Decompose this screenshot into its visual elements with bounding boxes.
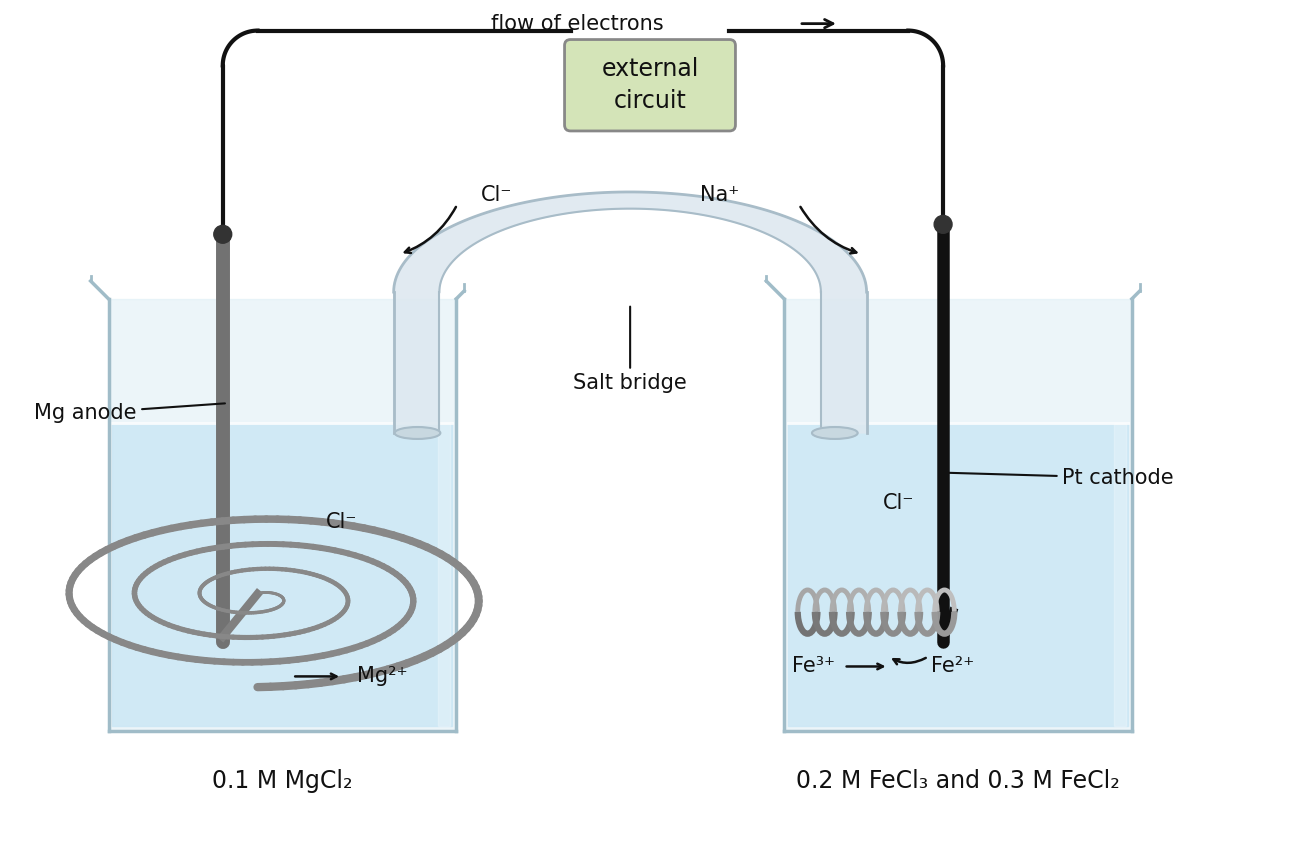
- Polygon shape: [438, 423, 450, 726]
- Ellipse shape: [935, 216, 952, 233]
- Text: Salt bridge: Salt bridge: [573, 306, 686, 394]
- Polygon shape: [1114, 423, 1126, 726]
- Polygon shape: [788, 423, 1128, 726]
- Ellipse shape: [395, 427, 441, 439]
- Text: Fe³⁺: Fe³⁺: [793, 657, 836, 677]
- Polygon shape: [784, 299, 1132, 731]
- Text: flow of electrons: flow of electrons: [491, 14, 664, 34]
- Text: Cl⁻: Cl⁻: [481, 185, 512, 205]
- Polygon shape: [394, 192, 867, 433]
- Ellipse shape: [812, 427, 858, 439]
- Text: Na⁺: Na⁺: [699, 185, 740, 205]
- Text: 0.2 M FeCl₃ and 0.3 M FeCl₂: 0.2 M FeCl₃ and 0.3 M FeCl₂: [796, 769, 1119, 793]
- Text: external
circuit: external circuit: [602, 58, 698, 113]
- Text: Cl⁻: Cl⁻: [326, 513, 358, 532]
- Polygon shape: [113, 423, 452, 726]
- Text: Mg²⁺: Mg²⁺: [358, 666, 407, 686]
- Text: Pt cathode: Pt cathode: [949, 468, 1174, 488]
- Text: 0.1 M MgCl₂: 0.1 M MgCl₂: [212, 769, 352, 793]
- Polygon shape: [108, 299, 456, 731]
- Text: Mg anode: Mg anode: [34, 403, 225, 423]
- Ellipse shape: [213, 225, 231, 243]
- Text: Fe²⁺: Fe²⁺: [931, 657, 975, 677]
- FancyBboxPatch shape: [564, 40, 736, 131]
- Text: Cl⁻: Cl⁻: [883, 493, 914, 513]
